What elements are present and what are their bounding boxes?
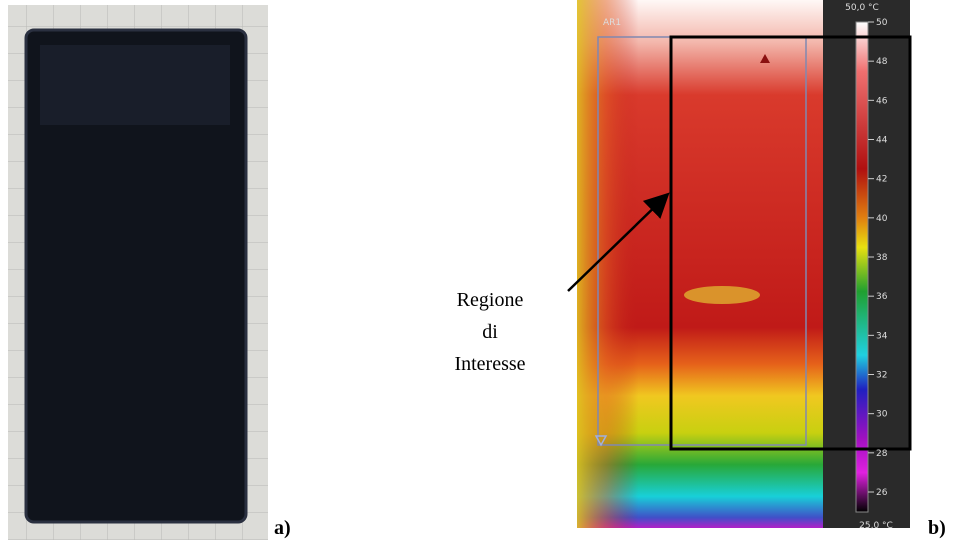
region-box [669, 35, 912, 451]
roi-tag: AR1 [603, 18, 621, 28]
slab-reflection [40, 45, 230, 125]
thermal-edge [577, 0, 823, 528]
tick-label: 36 [876, 292, 888, 302]
tick-label: 28 [876, 449, 888, 459]
hot-spot [684, 286, 760, 304]
color-bar [855, 21, 869, 513]
scale-min: 25,0 °C [859, 521, 893, 531]
tick-label: 40 [876, 214, 888, 224]
tick-label: 38 [876, 253, 888, 263]
annotation-line: Regione [457, 289, 524, 311]
scale-ticks: 50 48 46 44 42 40 38 36 34 32 30 28 26 [868, 18, 888, 498]
scale-max: 50,0 °C [845, 3, 879, 13]
tick-label: 26 [876, 488, 888, 498]
tick-label: 42 [876, 175, 887, 185]
annotation-line: di [482, 321, 498, 343]
panel-label: a) [274, 517, 291, 539]
panel-label: b) [928, 517, 946, 539]
tick-label: 32 [876, 371, 887, 381]
tick-label: 30 [876, 410, 888, 420]
tick-label: 50 [876, 18, 888, 28]
tick-label: 48 [876, 57, 888, 67]
annotation-line: Interesse [454, 353, 525, 375]
tick-label: 34 [876, 331, 888, 341]
tick-label: 46 [876, 96, 888, 106]
sample-slab [24, 28, 248, 524]
min-marker [594, 435, 608, 447]
tick-label: 44 [876, 136, 888, 146]
max-marker [760, 54, 770, 63]
arrow [567, 192, 670, 292]
